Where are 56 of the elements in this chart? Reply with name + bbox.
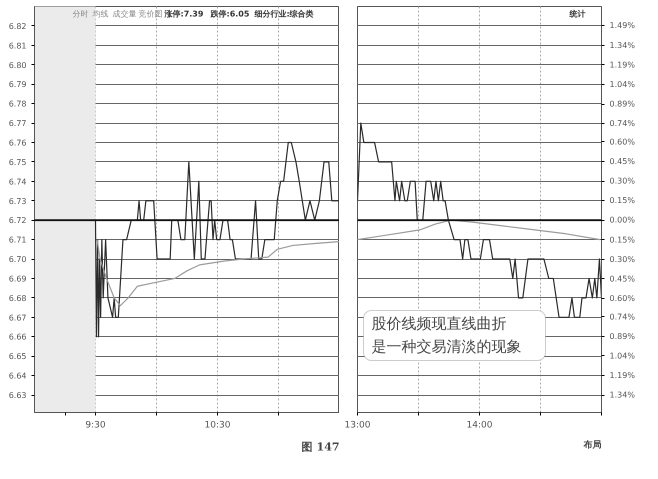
y-tick-label: 6.67 — [8, 313, 26, 322]
text: 0.30% — [610, 176, 635, 186]
text: 1.04% — [610, 80, 635, 89]
text: 1.49% — [610, 21, 635, 30]
x-tick-label: 13:00 — [344, 420, 371, 430]
text: 0.60% — [610, 294, 635, 304]
text: 0.60% — [610, 137, 635, 146]
text: 0.89% — [610, 332, 635, 341]
y-tick-label: 6.69 — [8, 274, 26, 284]
text: 1.04% — [610, 351, 635, 360]
x-tick-label: 10:30 — [204, 420, 231, 430]
annotation: 是一种交易清淡的现象 — [372, 338, 522, 356]
y-tick-label: 6.78 — [8, 100, 26, 109]
annotation: 分时 — [72, 10, 88, 18]
y-tick-label: 6.72 — [8, 216, 26, 226]
y-tick-label: 6.80 — [8, 60, 26, 70]
annotation: 成交量 — [112, 10, 136, 18]
y-tick-label: 6.63 — [8, 391, 26, 400]
annotation: 涨停:7.39 — [164, 10, 204, 18]
y-tick-label: 6.79 — [8, 80, 26, 90]
annotation: 跌停:6.05 — [210, 10, 250, 18]
y-tick-label: 6.77 — [8, 119, 26, 128]
text: 0.15% — [610, 196, 635, 206]
y-tick-label: 6.71 — [8, 236, 26, 245]
text: 0.15% — [610, 235, 635, 244]
y-tick-label: 6.82 — [8, 22, 26, 31]
y-tick-label: 6.74 — [8, 177, 26, 186]
text: 0.30% — [610, 254, 635, 264]
y-tick-label: 6.66 — [8, 332, 26, 342]
annotation: 统计 — [568, 10, 586, 18]
y-tick-label: 6.75 — [8, 158, 26, 167]
text: 0.45% — [610, 156, 635, 166]
y-tick-label: 6.68 — [8, 294, 26, 303]
y-tick-label: 6.81 — [8, 41, 26, 50]
caption: 图 147 — [302, 440, 340, 454]
x-tick-label: 14:00 — [466, 420, 493, 430]
text: 1.34% — [610, 390, 635, 400]
annotation: 竞价图 — [138, 10, 162, 18]
text: 0.89% — [610, 100, 635, 109]
text: 1.34% — [610, 40, 635, 50]
text: 0.74% — [610, 312, 635, 322]
text: 0.45% — [610, 274, 635, 284]
text: 1.19% — [610, 60, 635, 70]
y-tick-label: 6.73 — [8, 196, 26, 206]
x-tick-label: 9:30 — [85, 420, 106, 430]
text: 布局 — [582, 440, 602, 450]
annotation: 均线 — [92, 10, 108, 18]
text: 1.19% — [610, 371, 635, 380]
y-tick-label: 6.70 — [8, 255, 26, 264]
y-tick-label: 6.64 — [8, 372, 26, 381]
y-tick-label: 6.65 — [8, 352, 26, 362]
text: 0.00% — [610, 216, 635, 225]
annotation: 细分行业:综合类 — [254, 10, 314, 18]
text: 0.74% — [610, 119, 635, 128]
annotation: 股价线频现直线曲折 — [372, 314, 506, 332]
y-tick-label: 6.76 — [8, 138, 26, 148]
